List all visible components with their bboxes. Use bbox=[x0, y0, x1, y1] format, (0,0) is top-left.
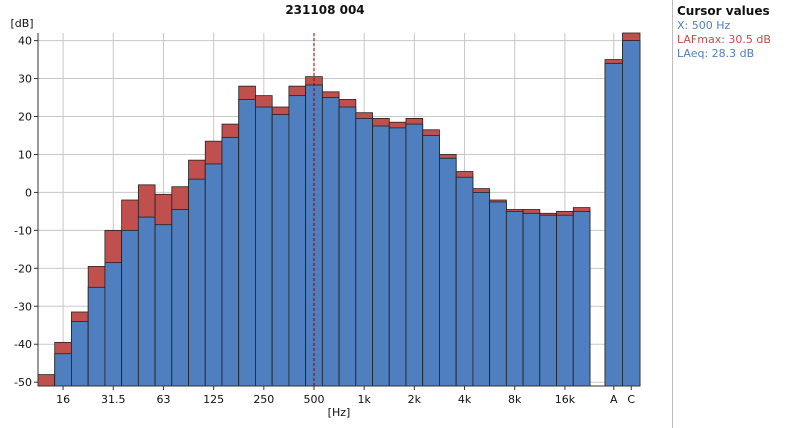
y-tick-label: -30 bbox=[14, 300, 32, 313]
laeq-bar bbox=[439, 157, 457, 387]
x-tick-label: 16 bbox=[56, 393, 70, 406]
laeq-bar bbox=[238, 99, 256, 387]
overall-level-bars bbox=[604, 32, 641, 387]
bars bbox=[37, 76, 591, 387]
x-axis-label: [Hz] bbox=[328, 406, 351, 419]
x-tick-label: 125 bbox=[203, 393, 224, 406]
laeq-bar bbox=[288, 95, 307, 387]
laeq-bar bbox=[505, 210, 524, 387]
laeq-bar bbox=[121, 229, 139, 387]
x-tick-label: 500 bbox=[304, 393, 325, 406]
laeq-bar bbox=[338, 106, 357, 387]
spectrum-chart: 231108 004 [dB] [Hz] -50 -40 -30 -20 -10 0 10 2… bbox=[10, 3, 641, 419]
laeq-bar bbox=[489, 201, 507, 387]
laeq-bar bbox=[572, 210, 591, 387]
laeq-bar bbox=[71, 321, 89, 387]
x-tick-label: 16k bbox=[555, 393, 576, 406]
y-tick-label: 20 bbox=[18, 111, 32, 124]
laeq-bar bbox=[171, 209, 189, 387]
laeq-bar bbox=[221, 136, 240, 387]
laeq-bar bbox=[87, 286, 106, 387]
laeq-bar bbox=[405, 123, 424, 387]
laeq-bar bbox=[388, 127, 407, 387]
x-tick-label: 2k bbox=[408, 393, 422, 406]
laeq-bar bbox=[556, 214, 574, 387]
y-tick-label: 10 bbox=[18, 148, 32, 161]
laeq-bar bbox=[539, 214, 557, 387]
laeq-bar bbox=[355, 118, 373, 387]
y-tick-label: -40 bbox=[14, 338, 32, 351]
chart-title: 231108 004 bbox=[285, 3, 364, 17]
laeq-bar bbox=[321, 97, 340, 387]
laeq-bar bbox=[472, 192, 491, 387]
laeq-bar bbox=[104, 262, 123, 387]
laeq-bar bbox=[622, 40, 641, 387]
x-tick-label: 250 bbox=[253, 393, 274, 406]
laeq-bar bbox=[422, 135, 440, 387]
y-tick-label: 40 bbox=[18, 35, 32, 48]
x-tick-label: 8k bbox=[508, 393, 522, 406]
x-tick-label: 1k bbox=[357, 393, 371, 406]
y-tick-label: 0 bbox=[25, 186, 32, 199]
x-tick-label: C bbox=[627, 393, 635, 406]
laeq-bar bbox=[188, 178, 206, 387]
cursor-lafmax-value: LAFmax: 30.5 dB bbox=[677, 33, 771, 46]
laeq-bar bbox=[255, 106, 273, 387]
y-tick-label: -20 bbox=[14, 262, 32, 275]
laeq-bar bbox=[154, 224, 173, 387]
x-tick-label: 31.5 bbox=[101, 393, 126, 406]
cursor-x-value: X: 500 Hz bbox=[677, 19, 731, 32]
laeq-bar bbox=[54, 353, 72, 387]
x-tick-label: 4k bbox=[458, 393, 472, 406]
laeq-bar bbox=[204, 163, 223, 387]
y-tick-label: -50 bbox=[14, 376, 32, 389]
cursor-laeq-value: LAeq: 28.3 dB bbox=[677, 47, 755, 60]
lafmax-bar bbox=[37, 374, 56, 387]
axes: -50 -40 -30 -20 -10 0 10 20 30 40 16 31.5 63 125 250 50… bbox=[14, 33, 640, 406]
cursor-values-panel: Cursor values X: 500 Hz LAFmax: 30.5 dB … bbox=[672, 0, 788, 428]
laeq-bar bbox=[372, 125, 390, 387]
y-tick-label: -10 bbox=[14, 224, 32, 237]
x-tick-label: 63 bbox=[156, 393, 170, 406]
laeq-bar bbox=[604, 62, 623, 387]
laeq-bar bbox=[522, 212, 541, 387]
laeq-bar bbox=[137, 216, 156, 387]
laeq-bar bbox=[271, 114, 290, 387]
y-tick-label: 30 bbox=[18, 73, 32, 86]
laeq-bar bbox=[455, 176, 474, 387]
x-tick-label: A bbox=[610, 393, 618, 406]
cursor-values-title: Cursor values bbox=[677, 4, 770, 18]
y-axis-label: [dB] bbox=[10, 17, 33, 30]
